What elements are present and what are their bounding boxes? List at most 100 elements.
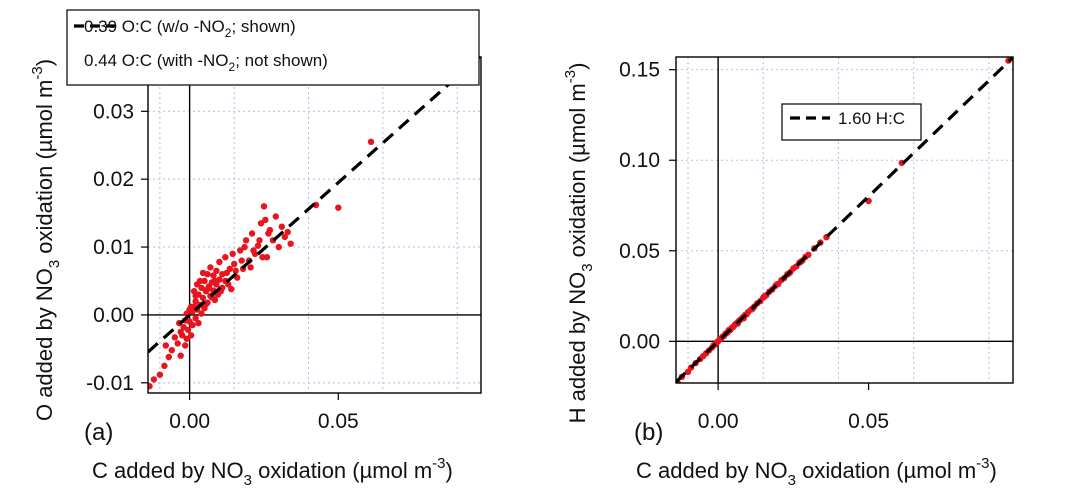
data-point	[278, 223, 285, 230]
data-point	[187, 332, 195, 339]
x-tick-label: 0.05	[318, 410, 359, 433]
y-tick-label: 0.00	[619, 330, 660, 353]
panel-a: -0.01 0.00 0.01 0.02 0.03 0.00 0.05 C added by …	[29, 9, 482, 489]
data-point	[248, 230, 256, 237]
data-point	[242, 237, 250, 244]
plot-frame	[675, 56, 1014, 384]
data-point	[161, 362, 168, 369]
data-point	[259, 254, 266, 261]
data-point	[247, 264, 254, 271]
y-tick-label: 0.15	[619, 59, 660, 82]
x-tick-label: 0.00	[698, 410, 739, 433]
data-point	[204, 285, 211, 293]
data-point	[150, 376, 158, 383]
data-point	[207, 264, 214, 271]
panel-label: (a)	[84, 419, 113, 446]
legend-entry: 1.60 H:C	[838, 109, 905, 128]
data-point	[272, 213, 279, 220]
data-point	[192, 315, 199, 322]
data-point	[198, 310, 205, 317]
legend: 0.39 O:C (w/o -NO2; shown) 0.44 O:C (with…	[66, 9, 480, 86]
data-point	[184, 326, 192, 334]
data-point	[177, 352, 184, 359]
data-point	[182, 342, 189, 349]
data-point	[222, 254, 229, 261]
data-point	[192, 298, 199, 305]
data-point	[199, 294, 207, 302]
data-point	[250, 247, 257, 254]
data-point	[241, 243, 248, 251]
data-point	[198, 284, 205, 291]
panel-label: (b)	[634, 419, 663, 446]
panel-b: 0.00 0.05 0.10 0.15 0.00 0.05 C added by NO3 o…	[562, 56, 1014, 489]
data-point	[265, 230, 272, 237]
data-point	[165, 353, 172, 361]
data-point	[229, 250, 236, 257]
data-point	[196, 277, 204, 285]
data-point	[284, 228, 291, 236]
data-point	[263, 254, 271, 261]
data-point	[162, 342, 169, 349]
data-point	[238, 257, 245, 264]
legend-entry: 0.44 O:C (with -NO2; not shown)	[84, 51, 328, 74]
data-point	[281, 233, 288, 241]
x-tick-label: 0.00	[169, 410, 210, 433]
x-axis-label: C added by NO3 oxidation (µmol m-3)	[92, 455, 453, 489]
data-point	[367, 138, 375, 145]
y-tick-label: 0.02	[93, 168, 134, 191]
data-point	[223, 269, 230, 277]
y-tick-label: 0.10	[619, 149, 660, 172]
points-group	[148, 57, 480, 390]
data-point	[231, 260, 238, 268]
data-point	[256, 237, 263, 244]
data-point	[225, 281, 232, 288]
fit-line	[676, 57, 1013, 383]
data-point	[179, 332, 186, 339]
data-point	[192, 292, 199, 300]
data-point	[174, 340, 181, 347]
y-tick-label: -0.01	[86, 372, 134, 395]
data-point	[201, 277, 208, 285]
data-point	[187, 303, 195, 310]
y-tick-label: 0.03	[93, 100, 134, 123]
y-tick-label: 0.00	[93, 304, 134, 327]
x-tick-label: 0.05	[848, 410, 889, 433]
data-point	[216, 258, 223, 266]
data-point	[257, 220, 265, 227]
data-point	[189, 321, 196, 329]
legend-entry: 0.39 O:C (w/o -NO2; shown)	[84, 17, 296, 40]
legend: 1.60 H:C	[781, 103, 922, 141]
data-point	[213, 267, 220, 274]
data-point	[199, 269, 207, 277]
data-point	[237, 247, 244, 254]
data-point	[183, 335, 190, 342]
data-point	[761, 292, 768, 300]
data-point	[148, 383, 153, 390]
plot-frame	[147, 56, 482, 394]
legend-box	[781, 103, 922, 141]
data-point	[262, 216, 269, 224]
data-point	[805, 251, 812, 258]
data-point	[228, 285, 235, 293]
y-axis-label: O added by NO3 oxidation (µmol m-3)	[29, 59, 63, 421]
data-point	[254, 242, 262, 249]
data-point	[275, 243, 282, 251]
data-point	[156, 371, 164, 378]
data-point	[211, 277, 219, 285]
x-axis-label: C added by NO3 oxidation (µmol m-3)	[636, 455, 997, 489]
data-point	[171, 334, 178, 341]
fit-line	[148, 57, 481, 354]
data-point	[168, 347, 175, 354]
data-point	[312, 201, 320, 209]
data-point	[335, 204, 342, 211]
data-point	[287, 240, 294, 247]
y-tick-label: 0.05	[619, 240, 660, 263]
y-axis-label: H added by NO3 oxidation (µmol m-3)	[562, 63, 596, 424]
data-point	[232, 267, 239, 274]
data-point	[195, 319, 202, 327]
data-point	[210, 272, 217, 279]
y-tick-label: 0.01	[93, 236, 134, 259]
data-point	[260, 203, 268, 210]
legend-box	[66, 9, 480, 86]
